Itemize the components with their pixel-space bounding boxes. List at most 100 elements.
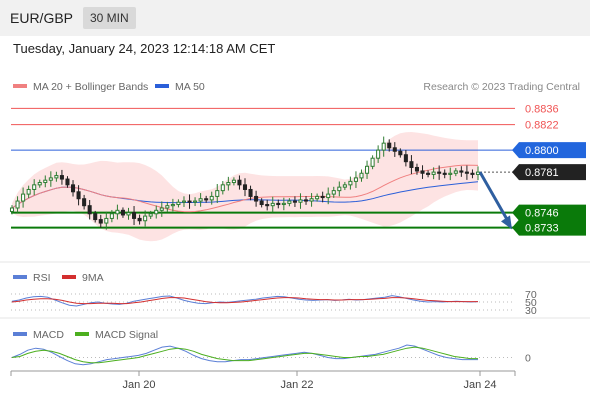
candle-body: [65, 178, 70, 186]
target-arrow-shaft: [478, 171, 509, 221]
legend-swatch-9ma: [62, 275, 76, 279]
level-tag-0.8733: [512, 219, 586, 236]
candle-body: [403, 154, 408, 163]
candle-body: [209, 195, 214, 201]
candle-body: [176, 201, 181, 206]
legend-swatch-ma20: [13, 84, 27, 88]
candle-body: [137, 217, 142, 222]
candle-body: [248, 188, 253, 197]
candle-body: [414, 166, 420, 172]
candle-body: [464, 171, 469, 174]
currency-pair-title: EUR/GBP: [10, 10, 74, 26]
candle-body: [309, 198, 314, 202]
candle-body: [276, 202, 281, 206]
current-price-tag: [512, 164, 586, 181]
candle-body: [143, 215, 148, 222]
candle-body: [98, 219, 103, 224]
candle-body: [43, 179, 48, 184]
candle-body: [453, 170, 458, 174]
candle-body: [359, 172, 364, 179]
candle-body: [365, 165, 370, 174]
candle-body: [353, 177, 358, 182]
rsi-tick-30: 30: [525, 305, 537, 317]
target-arrow-head: [501, 215, 512, 230]
candle-body: [54, 175, 59, 179]
candle-body: [132, 212, 137, 219]
candle-body: [76, 191, 81, 200]
level-label-0.8733: 0.8733: [525, 223, 559, 235]
x-tick-label: Jan 20: [122, 379, 155, 391]
x-axis-ticks: Jan 20 Jan 22 Jan 24: [10, 371, 516, 391]
candle-body: [315, 195, 320, 200]
candle-body: [170, 204, 175, 207]
candle-body: [159, 207, 164, 211]
legend-swatch-macd: [13, 332, 27, 336]
main-legend: MA 20 + Bollinger Bands MA 50: [13, 81, 205, 93]
candle-body: [126, 212, 131, 216]
candle-body: [337, 186, 342, 192]
candle-body: [242, 184, 248, 190]
candle-body: [426, 172, 431, 175]
candle-body: [381, 142, 386, 151]
rsi-tick-70: 70: [525, 289, 537, 301]
report-datetime: Tuesday, January 24, 2023 12:14:18 AM CE…: [13, 41, 276, 56]
candle-body: [320, 195, 325, 199]
candle-body: [32, 184, 37, 190]
level-label-0.8836: 0.8836: [525, 103, 559, 115]
candle-body: [21, 193, 26, 202]
x-tick-label: Jan 22: [280, 379, 313, 391]
legend-macd-signal-label: MACD Signal: [95, 329, 158, 341]
candle-body: [398, 150, 403, 156]
candle-body: [442, 172, 447, 175]
research-credit: Research © 2023 Trading Central: [423, 81, 580, 93]
candle-body: [370, 157, 375, 167]
candle-body: [154, 209, 159, 215]
ma20-line: [11, 164, 479, 213]
legend-swatch-macd-signal: [75, 332, 89, 336]
price-plot: 0.8836 0.8822 0.8800 0.8746 0.8733 0.8781: [9, 103, 586, 242]
candle-body: [59, 175, 64, 180]
candle-body: [259, 200, 264, 206]
legend-9ma-label: 9MA: [82, 272, 104, 284]
candle-body: [115, 209, 120, 215]
candle-body: [420, 170, 425, 174]
candle-body: [226, 182, 231, 186]
candle-body: [287, 200, 292, 204]
candle-body: [387, 142, 392, 149]
legend-ma20-label: MA 20 + Bollinger Bands: [33, 81, 148, 93]
candle-body: [409, 161, 414, 168]
macd-plot: 0: [11, 344, 531, 366]
candle-body: [331, 190, 336, 195]
candle-body: [193, 200, 198, 203]
candle-body: [148, 213, 153, 217]
rsi-9ma-line: [11, 297, 478, 305]
candle-body: [70, 184, 76, 193]
candle-body: [109, 213, 114, 219]
rsi-legend: RSI 9MA: [13, 272, 104, 284]
candle-body: [342, 184, 347, 188]
candle-body: [281, 202, 286, 206]
candle-body: [348, 180, 353, 186]
legend-swatch-ma50: [155, 84, 169, 88]
candle-body: [392, 147, 397, 152]
candle-body: [120, 209, 125, 216]
candle-body: [48, 177, 53, 181]
candle-body: [165, 205, 170, 209]
current-price-label: 0.8781: [525, 167, 559, 179]
candle-body: [26, 188, 31, 195]
candle-body: [15, 200, 20, 209]
candle-body: [431, 171, 436, 175]
candle-body: [181, 200, 187, 203]
rsi-line: [11, 295, 479, 307]
candle-body: [254, 195, 259, 202]
level-label-0.8822: 0.8822: [525, 120, 559, 132]
macd-legend: MACD MACD Signal: [13, 329, 158, 341]
rsi-tick-50: 50: [525, 297, 537, 309]
candle-body: [437, 171, 442, 174]
timeframe-button[interactable]: 30 MIN: [83, 7, 136, 29]
candle-body: [104, 217, 109, 224]
candle-body: [470, 172, 475, 175]
candle-body: [237, 179, 242, 186]
